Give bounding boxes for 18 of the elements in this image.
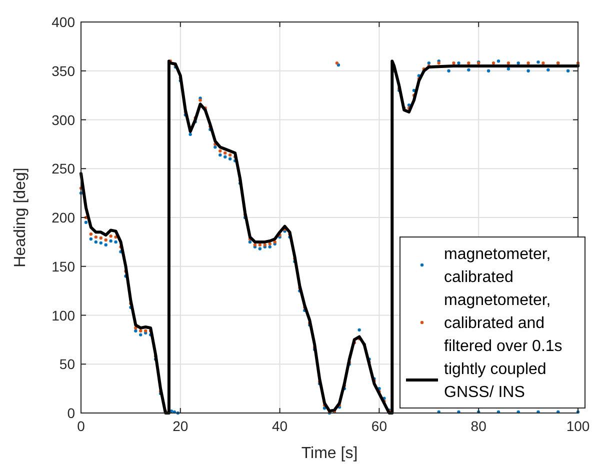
x-axis-title: Time [s] (301, 445, 358, 462)
y-tick-label: 300 (52, 112, 76, 128)
x-tick-label: 0 (77, 418, 86, 434)
y-tick-label: 50 (59, 356, 76, 372)
x-tick-label: 40 (272, 418, 288, 434)
x-tick-label: 60 (371, 418, 388, 434)
y-tick-label: 0 (67, 405, 76, 421)
y-tick-label: 350 (52, 62, 76, 79)
y-tick-label: 200 (52, 210, 76, 226)
legend-label: tightly coupled GNSS/ INS (444, 361, 546, 401)
y-tick-label: 400 (52, 14, 76, 30)
x-tick-label: 20 (172, 418, 188, 434)
y-tick-label: 150 (52, 258, 76, 274)
x-tick-label: 100 (566, 418, 590, 434)
x-tick-label: 80 (470, 418, 487, 434)
y-tick-label: 250 (52, 160, 76, 177)
y-tick-label: 100 (52, 307, 76, 324)
y-axis-title: Heading [deg] (12, 168, 29, 268)
